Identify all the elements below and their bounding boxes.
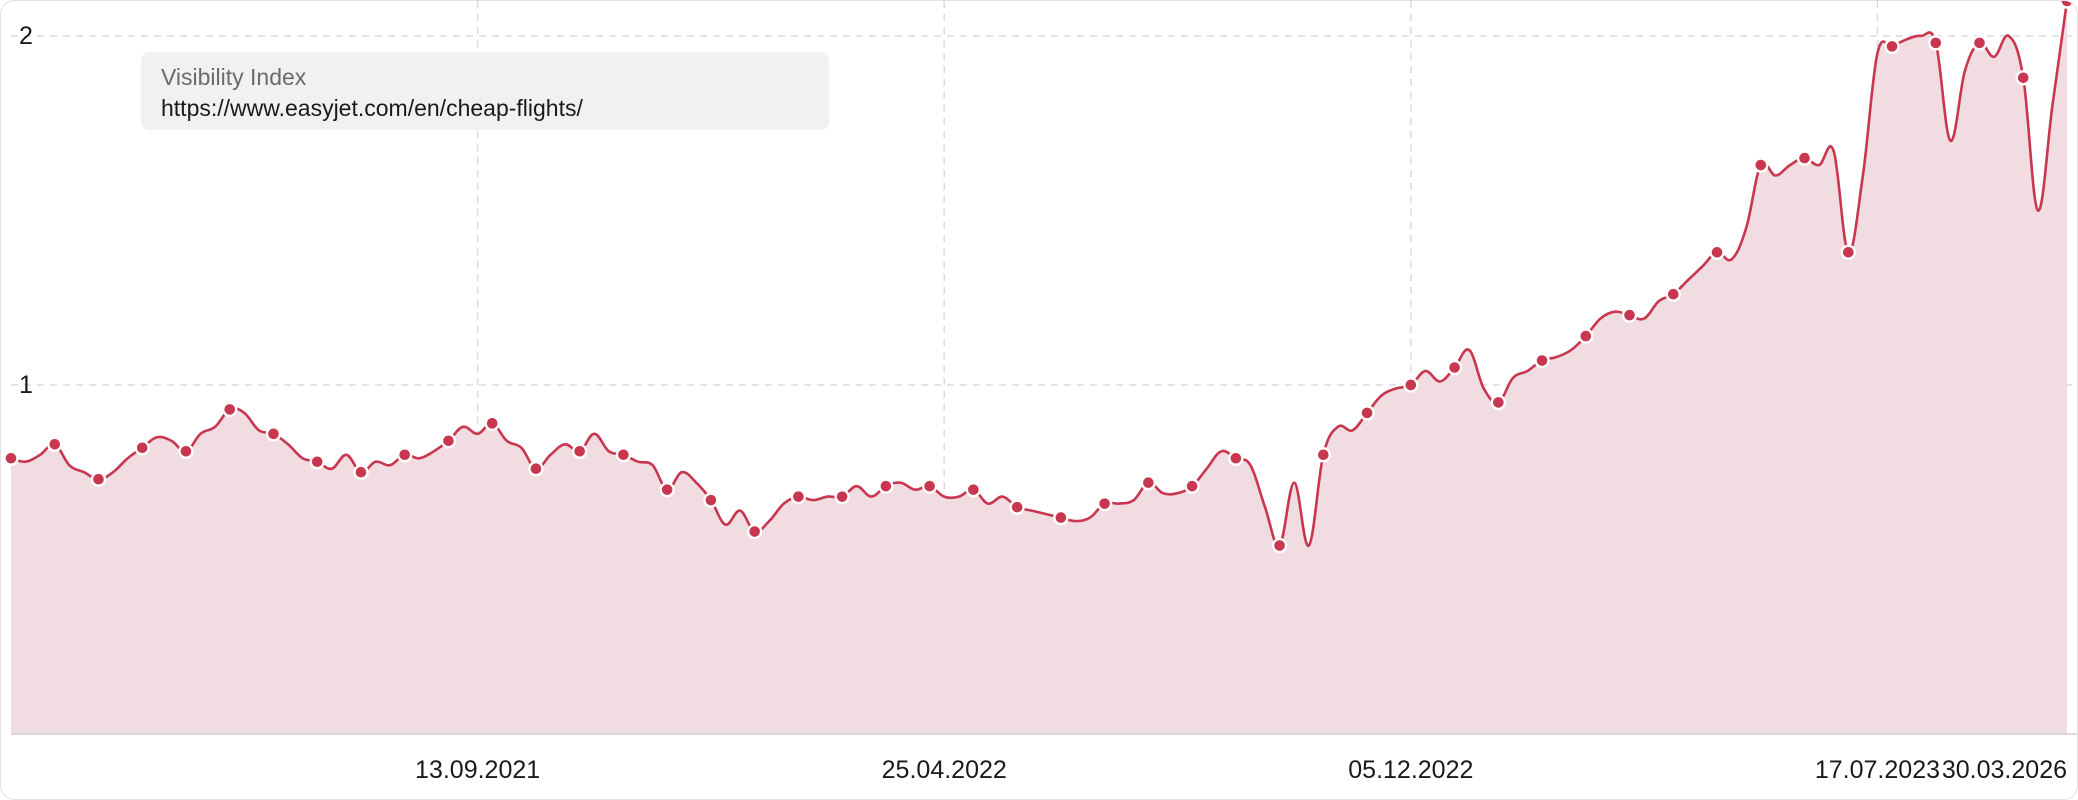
data-point (528, 461, 544, 477)
data-point (1534, 352, 1550, 369)
data-point (1096, 495, 1113, 512)
data-point (265, 426, 282, 442)
data-point (47, 436, 63, 452)
x-tick-label: 05.12.2022 (1348, 756, 1473, 784)
data-point (397, 447, 413, 463)
data-point (440, 433, 457, 449)
data-point (615, 447, 632, 463)
data-point (1578, 328, 1594, 344)
data-point (1184, 478, 1200, 494)
data-point (703, 492, 719, 508)
data-point (921, 478, 938, 494)
data-point (1403, 377, 1419, 393)
data-point (1490, 394, 1507, 411)
data-point (1884, 38, 1900, 55)
data-point (1753, 157, 1769, 173)
data-point (1053, 509, 1069, 526)
data-point (1009, 499, 1025, 515)
data-point (1971, 35, 1988, 51)
legend-title: Visibility Index (161, 64, 307, 90)
data-point (178, 443, 194, 459)
data-point (1446, 359, 1463, 376)
data-point (1796, 150, 1813, 166)
data-point (2015, 70, 2031, 86)
data-point (1228, 450, 1244, 466)
data-point (1140, 474, 1157, 491)
data-point (353, 464, 369, 480)
legend-series-url: https://www.easyjet.com/en/cheap-flights… (161, 95, 583, 121)
data-point (134, 440, 150, 456)
data-point (659, 481, 675, 498)
data-point (484, 415, 500, 432)
data-point (790, 488, 807, 505)
data-point (309, 454, 325, 470)
x-tick-label: 13.09.2021 (415, 756, 540, 784)
data-point (746, 523, 763, 540)
data-point (1271, 537, 1288, 554)
data-point (834, 488, 850, 505)
x-tick-label: 17.07.2023 (1815, 756, 1940, 784)
data-point (1928, 35, 1944, 51)
data-point (90, 471, 107, 487)
y-tick-label: 2 (19, 22, 33, 50)
data-point (571, 443, 588, 459)
data-point (965, 481, 982, 498)
data-point (1665, 286, 1681, 302)
chart-legend: Visibility Index https://www.easyjet.com… (141, 52, 829, 130)
data-point (3, 450, 19, 466)
y-tick-label: 1 (19, 371, 33, 399)
series-area (11, 1, 2067, 734)
data-point (2059, 1, 2075, 9)
data-point (222, 401, 238, 418)
data-point (878, 478, 894, 494)
data-point (1621, 307, 1638, 323)
data-point (1359, 405, 1375, 421)
data-point (1709, 244, 1725, 261)
x-tick-label: 25.04.2022 (882, 756, 1007, 784)
data-point (1315, 447, 1332, 463)
x-tick-label: 30.03.2026 (1942, 756, 2067, 784)
data-point (1840, 244, 1856, 261)
